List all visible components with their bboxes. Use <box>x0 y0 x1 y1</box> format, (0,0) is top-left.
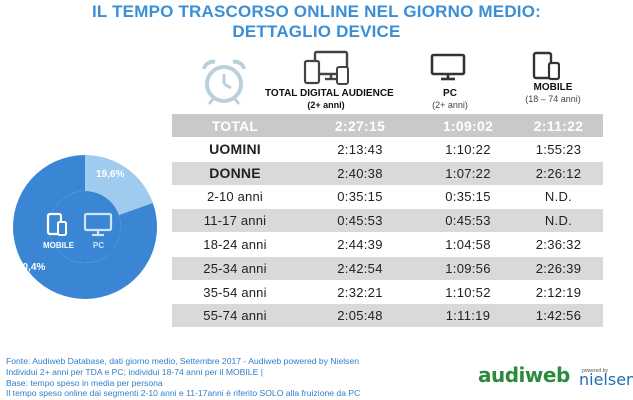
cell-pc: 1:09:56 <box>445 260 491 276</box>
donut-slice-mobile <box>13 155 158 299</box>
row-label: 11-17 anni <box>203 213 267 229</box>
cell-tda: 0:35:15 <box>337 189 383 205</box>
column-header-tda-label: TOTAL DIGITAL AUDIENCE <box>265 88 394 99</box>
table-row: 11-17 anni 0:45:53 0:45:53 N.D. <box>172 209 603 233</box>
cell-pc: 0:35:15 <box>445 189 491 205</box>
cell-tda: 0:45:53 <box>337 213 383 229</box>
cell-pc: 1:04:58 <box>445 237 491 252</box>
device-share-donut-chart: MOBILE PC 80,4% 19,6% <box>13 155 158 299</box>
row-label: DONNE <box>209 165 261 182</box>
column-header-pc: PC (2+ anni) <box>410 88 490 111</box>
table-row: 25-34 anni 2:42:54 1:09:56 2:26:39 <box>172 256 603 280</box>
cell-mobile: 2:12:19 <box>535 284 582 300</box>
cell-pc: 1:11:19 <box>445 308 491 324</box>
column-header-tda-sub: (2+ anni) <box>307 100 345 110</box>
cell-mobile: N.D. <box>544 189 573 205</box>
title-line-2: DETTAGLIO DEVICE <box>232 22 401 41</box>
mobile-tablet-icon <box>532 51 560 81</box>
row-label: 55-74 anni <box>203 308 267 324</box>
monitor-icon <box>430 53 466 81</box>
cell-pc: 1:07:22 <box>445 165 491 181</box>
cell-pc: 1:10:52 <box>445 284 491 300</box>
pc-device-icon <box>83 212 113 237</box>
cell-tda: 2:13:43 <box>337 141 383 157</box>
donut-category-label-pc: PC <box>93 241 104 250</box>
table-row: DONNE 2:40:38 1:07:22 2:26:12 <box>172 161 603 185</box>
cell-mobile: 2:36:32 <box>535 237 582 252</box>
alarm-clock-icon <box>202 59 246 105</box>
row-label: UOMINI <box>209 141 261 158</box>
column-header-pc-label: PC <box>443 88 457 99</box>
cell-pc: 0:45:53 <box>445 213 491 229</box>
donut-value-label-mobile: 80,4% <box>17 262 45 273</box>
cell-mobile: 1:55:23 <box>535 141 582 157</box>
table-row: UOMINI 2:13:43 1:10:22 1:55:23 <box>172 137 603 161</box>
table-row-total: TOTAL 2:27:15 1:09:02 2:11:22 <box>172 114 603 138</box>
row-label: TOTAL <box>211 117 259 134</box>
mobile-device-icon <box>46 212 67 236</box>
column-header-mobile-sub: (18 – 74 anni) <box>525 94 581 104</box>
table-row: 2-10 anni 0:35:15 0:35:15 N.D. <box>172 185 603 209</box>
cell-tda: 2:44:39 <box>337 237 383 252</box>
cell-tda: 2:40:38 <box>337 165 383 181</box>
column-header-tda: TOTAL DIGITAL AUDIENCE (2+ anni) <box>265 88 394 111</box>
column-header-mobile-label: MOBILE <box>533 82 573 93</box>
multi-device-icon <box>303 50 349 85</box>
row-label: 2-10 anni <box>206 189 263 205</box>
column-header-mobile: MOBILE (18 – 74 anni) <box>513 82 593 105</box>
cell-pc: 1:09:02 <box>442 117 494 134</box>
donut-slice-pc <box>85 155 153 216</box>
cell-tda: 2:05:48 <box>337 308 383 324</box>
logo-powered-text: powered by <box>582 368 608 374</box>
footnote-line-4: Il tempo speso online dai segmenti 2-10 … <box>6 388 361 399</box>
logo-nielsen-text: nielsen <box>579 370 633 389</box>
table-row: 18-24 anni 2:44:39 1:04:58 2:36:32 <box>172 232 603 257</box>
cell-pc: 1:10:22 <box>445 141 491 157</box>
cell-mobile: N.D. <box>544 213 573 229</box>
title-line-1: IL TEMPO TRASCORSO ONLINE NEL GIORNO MED… <box>91 2 542 21</box>
cell-tda: 2:27:15 <box>334 117 386 134</box>
donut-category-label-mobile: MOBILE <box>43 241 75 250</box>
table-row: 55-74 anni 2:05:48 1:11:19 1:42:56 <box>172 304 603 328</box>
cell-tda: 2:32:21 <box>337 284 383 300</box>
cell-tda: 2:42:54 <box>337 260 383 276</box>
row-label: 35-54 anni <box>203 284 267 300</box>
cell-mobile: 2:26:39 <box>535 260 582 276</box>
time-spent-table: TOTAL 2:27:15 1:09:02 2:11:22 UOMINI 2:1… <box>172 114 603 328</box>
donut-value-label-pc: 19,6% <box>96 169 124 180</box>
row-label: 18-24 anni <box>203 237 267 252</box>
source-footnote: Fonte: Audiweb Database, dati giorno med… <box>6 356 461 399</box>
cell-mobile: 1:42:56 <box>535 308 582 324</box>
column-header-pc-sub: (2+ anni) <box>432 100 468 110</box>
row-label: 25-34 anni <box>203 260 267 276</box>
footnote-line-1: Fonte: Audiweb Database, dati giorno med… <box>6 356 360 366</box>
footnote-line-3: Base: tempo speso in media per persona <box>6 377 163 388</box>
cell-mobile: 2:26:12 <box>535 165 582 181</box>
cell-mobile: 2:11:22 <box>533 117 584 134</box>
logo-audiweb-text: audiweb <box>478 363 570 387</box>
footnote-line-2: Individui 2+ anni per TDA e PC; individu… <box>6 366 263 377</box>
page-title: IL TEMPO TRASCORSO ONLINE NEL GIORNO MED… <box>0 2 633 42</box>
audiweb-nielsen-logo: audiweb powered by nielsen <box>478 362 633 398</box>
table-row: 35-54 anni 2:32:21 1:10:52 2:12:19 <box>172 280 603 304</box>
